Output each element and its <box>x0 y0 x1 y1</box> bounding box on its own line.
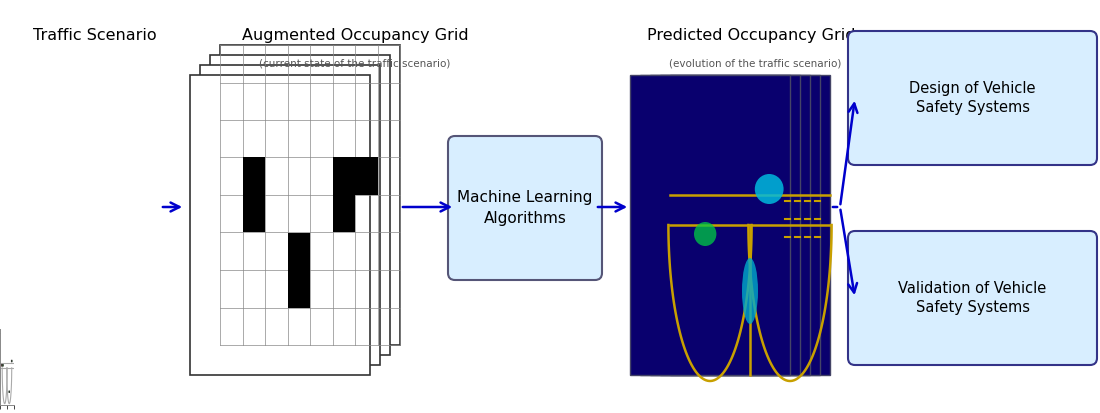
Bar <box>287 233 310 270</box>
FancyBboxPatch shape <box>848 31 1097 165</box>
Bar <box>332 195 355 233</box>
Bar <box>287 270 310 308</box>
Bar <box>332 157 355 195</box>
Text: Machine Learning
Algorithms: Machine Learning Algorithms <box>458 190 593 226</box>
Bar <box>630 75 790 375</box>
FancyBboxPatch shape <box>448 136 602 280</box>
Bar <box>355 157 377 195</box>
Text: (current state of the traffic scenario): (current state of the traffic scenario) <box>260 58 451 68</box>
Bar <box>670 75 830 375</box>
Bar <box>660 75 820 375</box>
Text: Traffic Scenario: Traffic Scenario <box>33 28 157 43</box>
Ellipse shape <box>694 222 716 246</box>
Bar <box>200 65 380 365</box>
FancyBboxPatch shape <box>848 231 1097 365</box>
Text: Augmented Occupancy Grid: Augmented Occupancy Grid <box>242 28 469 43</box>
Text: Predicted Occupancy Grids: Predicted Occupancy Grids <box>647 28 864 43</box>
Text: Validation of Vehicle
Safety Systems: Validation of Vehicle Safety Systems <box>899 280 1046 316</box>
Bar <box>640 75 800 375</box>
Bar <box>242 195 265 233</box>
Bar <box>190 75 370 375</box>
Bar <box>220 45 400 345</box>
Bar <box>242 157 265 195</box>
Text: Design of Vehicle
Safety Systems: Design of Vehicle Safety Systems <box>910 81 1036 115</box>
Text: (evolution of the traffic scenario): (evolution of the traffic scenario) <box>669 58 842 68</box>
Bar <box>210 55 390 355</box>
Ellipse shape <box>742 258 758 324</box>
Bar <box>650 75 810 375</box>
Ellipse shape <box>755 174 783 204</box>
